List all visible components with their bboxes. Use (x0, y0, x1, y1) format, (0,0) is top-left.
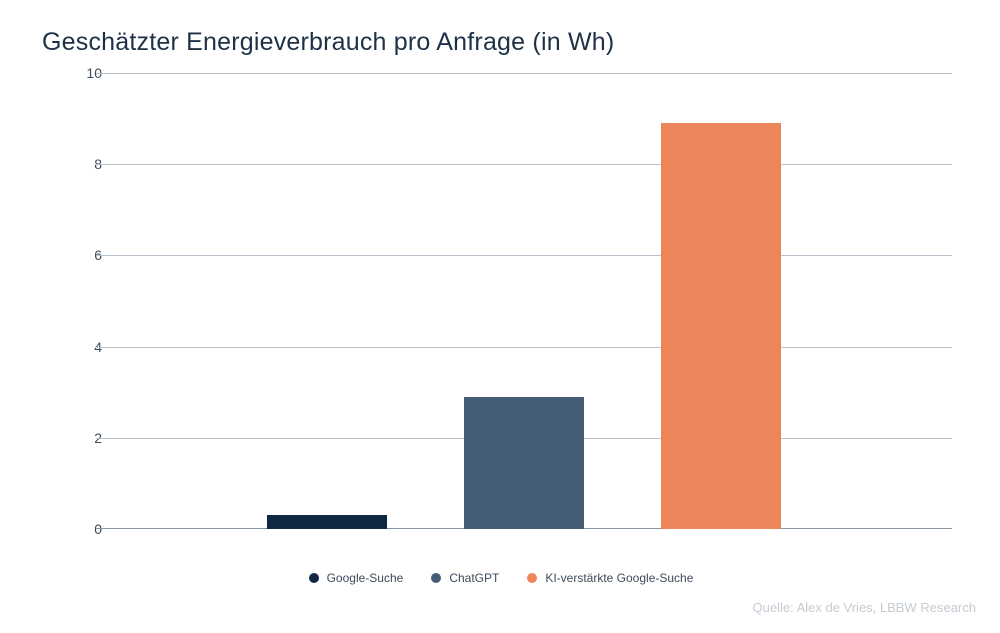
legend-item: Google-Suche (309, 571, 404, 585)
legend-label: ChatGPT (449, 571, 499, 585)
legend-swatch-icon (527, 573, 537, 583)
legend: Google-Suche ChatGPT KI-verstärkte Google-… (46, 571, 956, 585)
chart-area: 0246810 Google-SucheChatGPTKI-verstärkte… (46, 67, 956, 547)
legend-label: KI-verstärkte Google-Suche (545, 571, 693, 585)
bars-group (96, 73, 952, 529)
legend-item: ChatGPT (431, 571, 499, 585)
legend-item: KI-verstärkte Google-Suche (527, 571, 693, 585)
chart-container: Geschätzter Energieverbrauch pro Anfrage… (0, 0, 1000, 633)
bar-ki-verst-rkte-google-suche (661, 123, 781, 529)
bar-chatgpt (464, 397, 584, 529)
source-attribution: Quelle: Alex de Vries, LBBW Research (752, 600, 976, 615)
legend-swatch-icon (309, 573, 319, 583)
plot-area (96, 73, 952, 529)
legend-label: Google-Suche (327, 571, 404, 585)
bar-google-suche (267, 515, 387, 529)
chart-title: Geschätzter Energieverbrauch pro Anfrage… (42, 28, 964, 57)
legend-swatch-icon (431, 573, 441, 583)
